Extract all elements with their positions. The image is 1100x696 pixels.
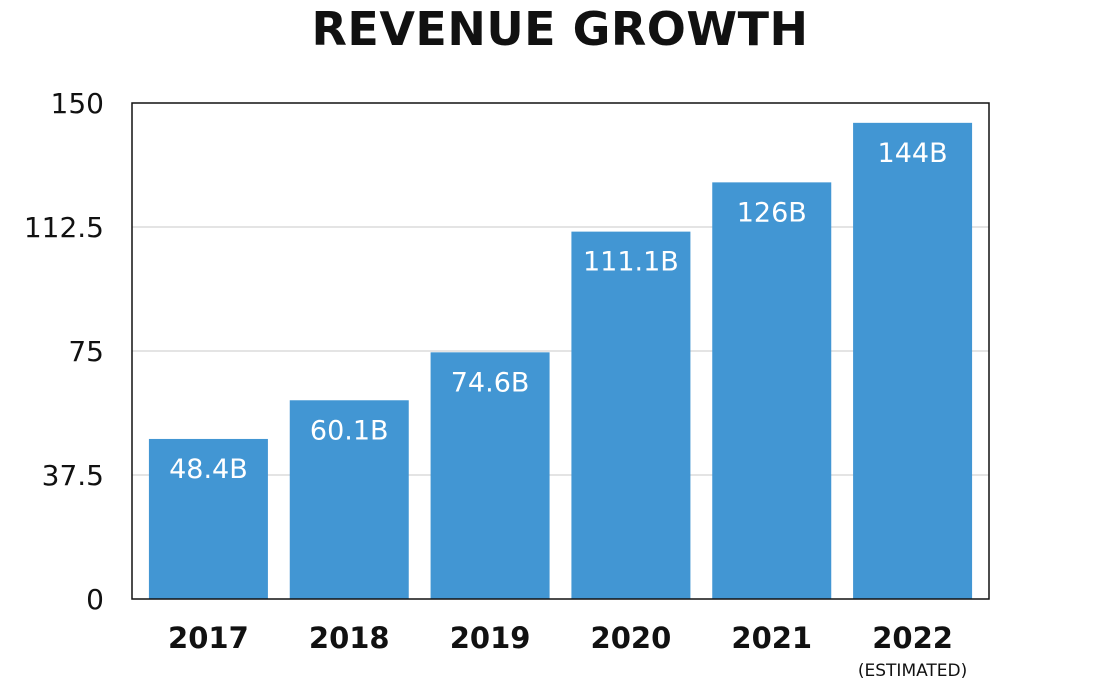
chart-title: REVENUE GROWTH: [311, 2, 809, 56]
data-label-2021: 126B: [737, 197, 807, 228]
bar-2017: [148, 438, 268, 599]
data-label-2018: 60.1B: [310, 415, 389, 446]
y-tick-label: 150: [51, 87, 104, 120]
x-tick-label-2021: 2021: [731, 621, 812, 655]
bar-2022: [853, 122, 973, 599]
bar-2021: [712, 182, 832, 600]
y-tick-label: 75: [68, 335, 104, 368]
data-labels: 48.4B 60.1B 74.6B 111.1B 126B 144B: [169, 138, 948, 485]
x-tick-label-2020: 2020: [591, 621, 672, 655]
x-tick-label-2017: 2017: [168, 621, 249, 655]
bar-2019: [430, 352, 550, 599]
x-tick-note: (ESTIMATED): [858, 661, 967, 681]
data-label-2020: 111.1B: [583, 247, 679, 278]
bars: [148, 122, 973, 600]
bar-2018: [289, 400, 409, 599]
data-label-2022: 144B: [878, 138, 948, 169]
x-tick-label-2018: 2018: [309, 621, 390, 655]
data-label-2019: 74.6B: [451, 367, 530, 398]
x-tick-label-2022: 2022: [872, 621, 953, 655]
bar-2020: [571, 231, 691, 599]
y-axis-ticks: 0 37.5 75 112.5 150: [24, 87, 104, 616]
gridlines: [132, 226, 989, 476]
x-axis-ticks: 2017 2018 2019 2020 2021 2022 (ESTIMATED): [168, 621, 967, 681]
y-tick-label: 112.5: [24, 211, 104, 244]
y-tick-label: 37.5: [42, 459, 104, 492]
data-label-2017: 48.4B: [169, 454, 248, 485]
y-tick-label: 0: [86, 583, 104, 616]
x-tick-label-2019: 2019: [450, 621, 531, 655]
plot-frame: [131, 102, 990, 600]
